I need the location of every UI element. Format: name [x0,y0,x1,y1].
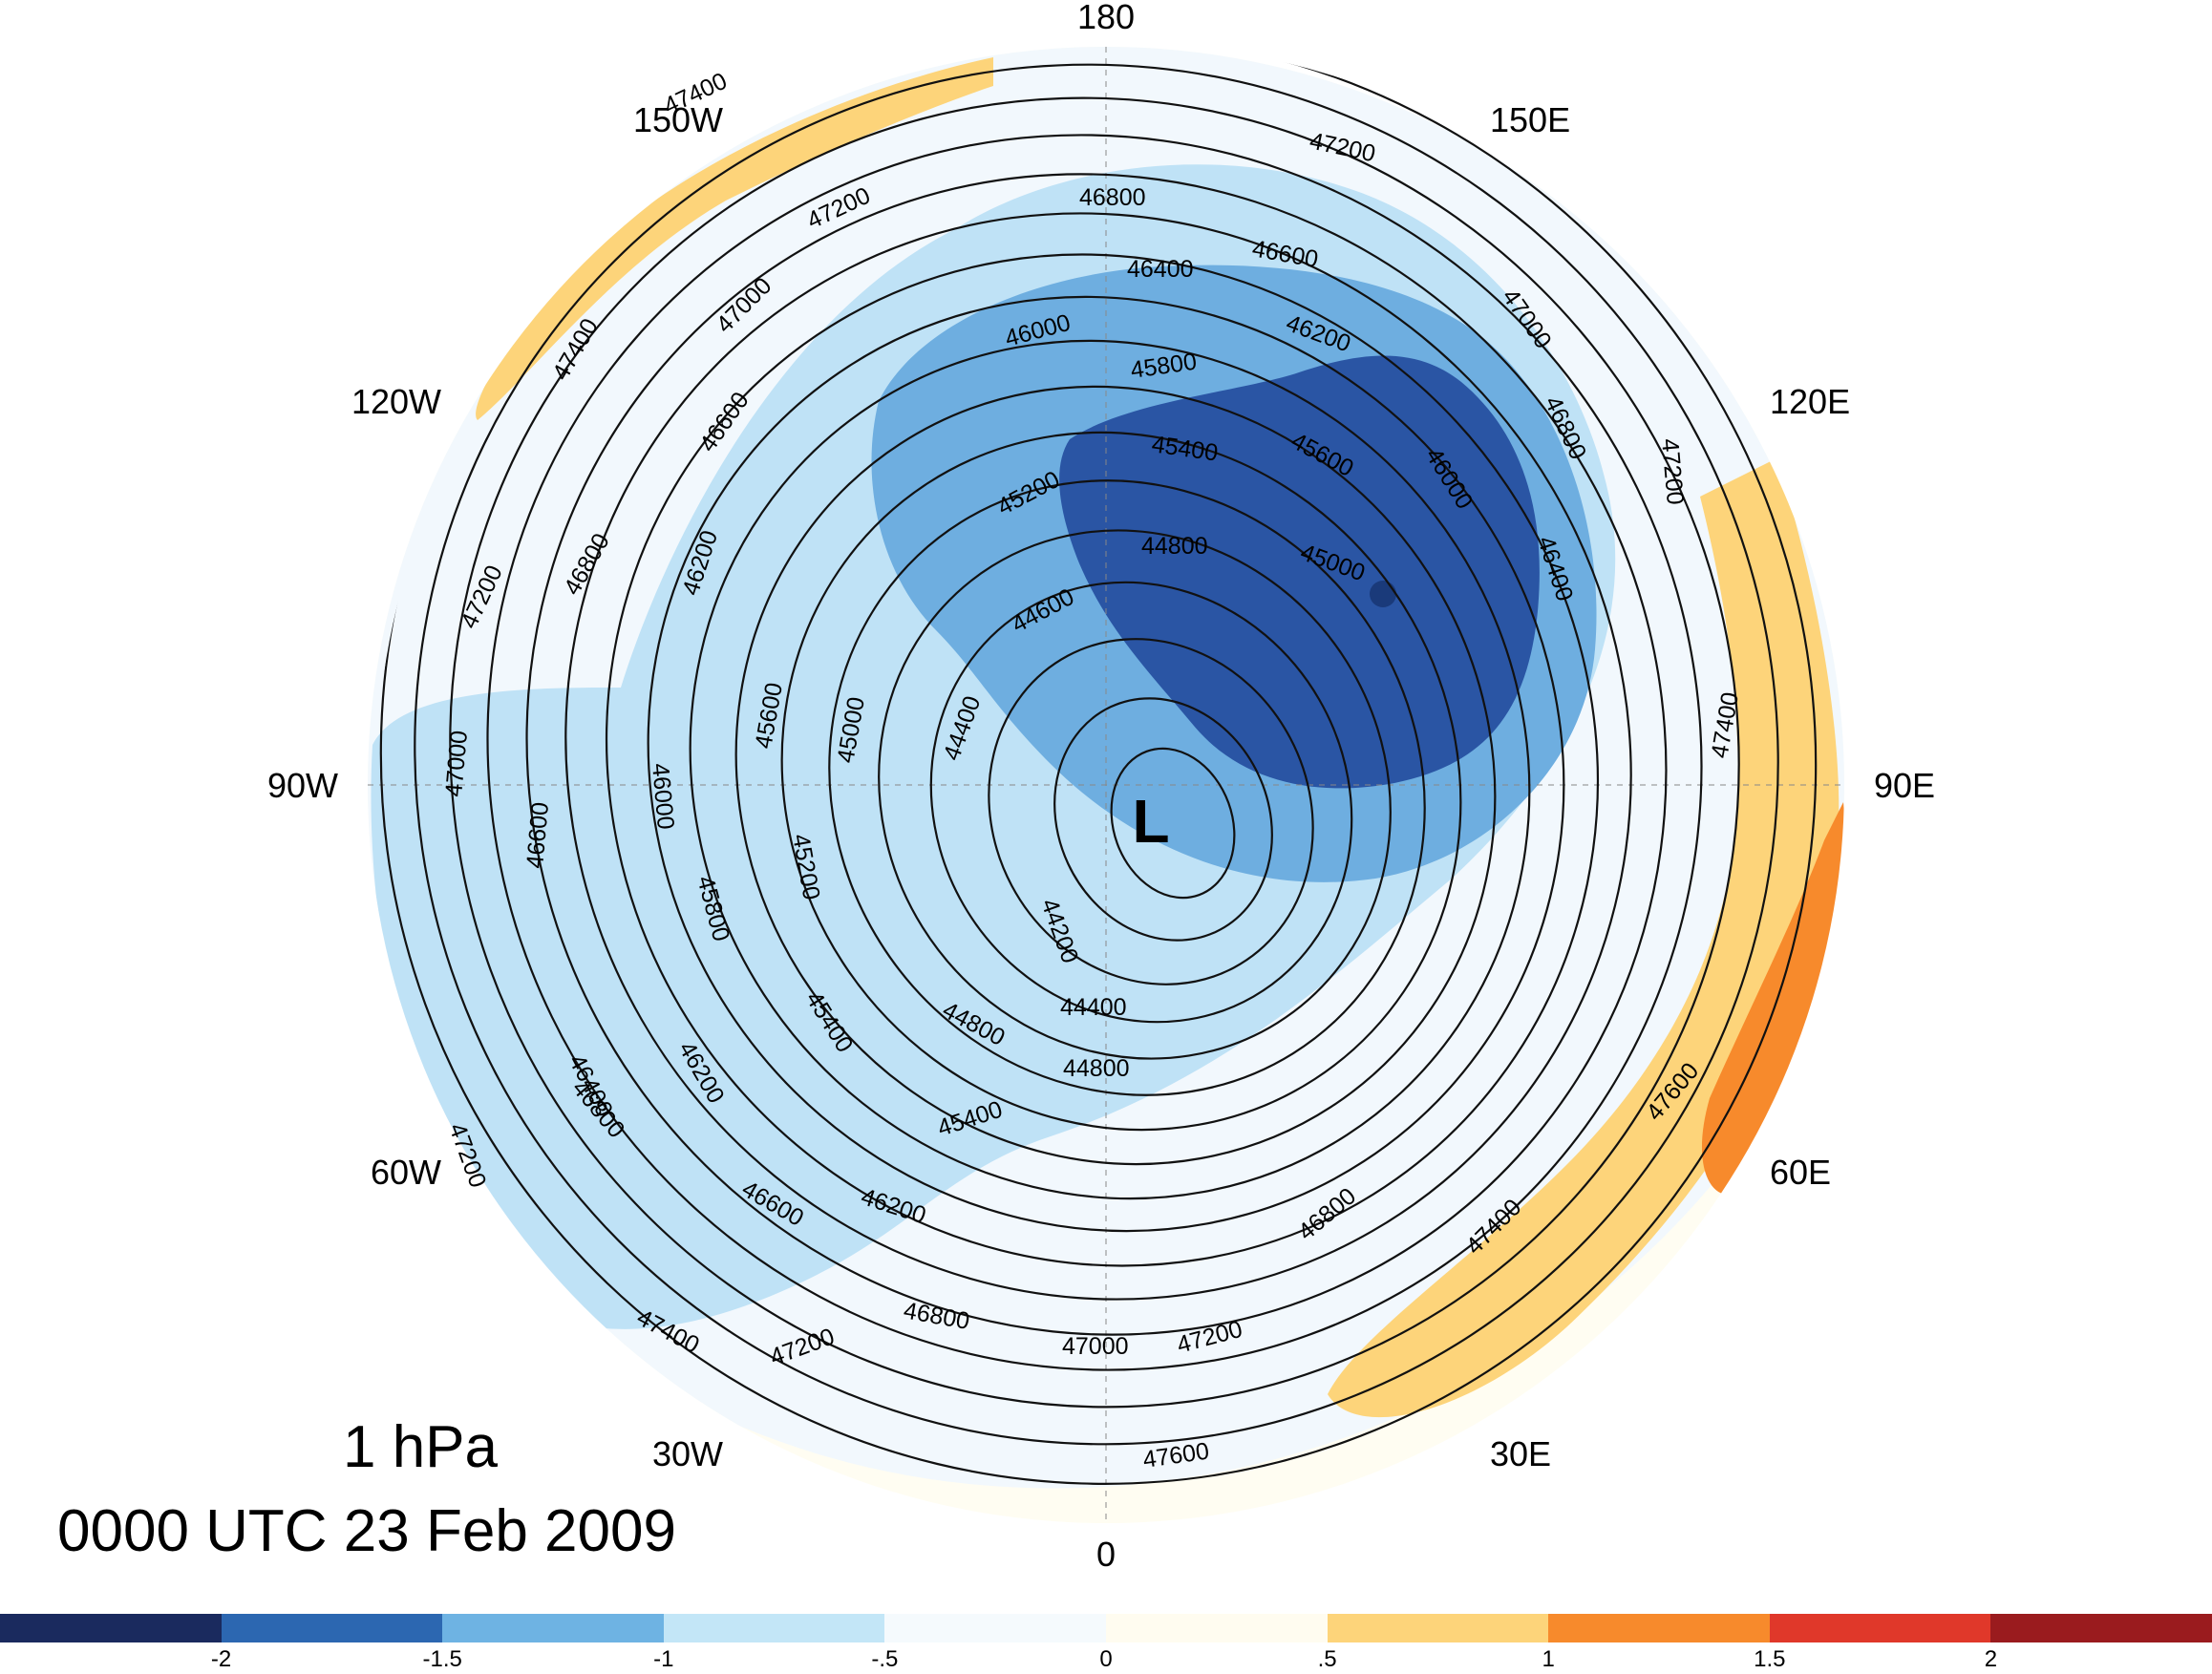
shade-darkest-dot [1370,581,1396,607]
contour-line [449,96,1740,1409]
contour-label: 47200 [1656,437,1689,506]
colorbar-segment [1990,1614,2212,1642]
colorbar-tick-label: 0 [1099,1646,1113,1672]
contour-line [486,134,1703,1371]
colorbar-tick-label: 2 [1984,1646,1998,1672]
contour-label: 46600 [521,801,554,870]
lon-label-60e: 60E [1770,1153,1831,1192]
colorbar-tick-label: -.5 [871,1646,899,1672]
contour-label: 47000 [1062,1333,1129,1360]
colorbar-segment [221,1614,443,1642]
colorbar-tick-label: 1.5 [1754,1646,1786,1672]
contour-lines [379,33,1818,1485]
lon-label-180: 180 [1077,0,1135,36]
colorbar-segment [1548,1614,1770,1642]
contour-line [988,638,1314,985]
shade-orange-upper-left [476,57,993,420]
lon-label-120e: 120E [1770,382,1850,421]
contour-line [689,339,1531,1200]
lon-label-0: 0 [1096,1535,1116,1574]
valid-time-title: 0000 UTC 23 Feb 2009 [57,1498,676,1564]
lon-label-60w: 60W [371,1153,441,1192]
contour-line [525,173,1668,1336]
lon-label-150w: 150W [633,100,723,139]
shade-orange-spot [1702,802,1844,1196]
low-pressure-marker: L [1132,787,1169,856]
lon-label-30e: 30E [1490,1434,1551,1473]
contour-line [780,431,1462,1132]
shading-layer [368,47,1844,1489]
colorbar-segment [1105,1614,1328,1642]
contour-label: 46000 [647,762,679,831]
colorbar-tick-label: -1 [653,1646,674,1672]
contour-line [1110,747,1236,900]
colorbar-segment [1769,1614,1991,1642]
contour-line [606,253,1599,1267]
contour-line [564,212,1632,1301]
colorbar-segment [663,1614,885,1642]
colorbar-segment [0,1614,222,1642]
contour-label: 46400 [1127,256,1194,283]
contour-label: 44800 [1141,533,1208,560]
contour-label: 47000 [440,730,473,798]
shade-orange-right [1328,458,1840,1418]
pressure-level-title: 1 hPa [342,1414,499,1480]
colorbar-tick-label: -2 [210,1646,232,1672]
contour-line [734,385,1497,1166]
colorbar-tick-label: 1 [1542,1646,1555,1672]
colorbar-segment [442,1614,664,1642]
shade-dark-blue [1059,355,1540,789]
contour-line [929,581,1353,1024]
contour-line [878,529,1392,1060]
colorbar-tick-label: -1.5 [422,1646,462,1672]
lon-label-90w: 90W [267,766,338,805]
longitude-labels: 180 150E 120E 90E 60E 30E 0 30W 60W 90W … [267,0,1935,1574]
lon-label-30w: 30W [652,1434,723,1473]
contour-line [647,295,1565,1233]
contour-label: 46800 [1079,184,1146,211]
contour-label: 44400 [1060,994,1127,1021]
contour-line [828,479,1426,1096]
colorbar [0,1614,2212,1642]
colorbar-segment [884,1614,1106,1642]
contour-line [1053,697,1273,942]
lon-label-120w: 120W [351,382,441,421]
contour-line [414,63,1779,1446]
colorbar-tick-label: .5 [1317,1646,1337,1672]
contour-label: 44800 [1063,1055,1130,1082]
lon-label-150e: 150E [1490,100,1570,139]
lon-label-90e: 90E [1874,766,1935,805]
colorbar-segment [1327,1614,1549,1642]
